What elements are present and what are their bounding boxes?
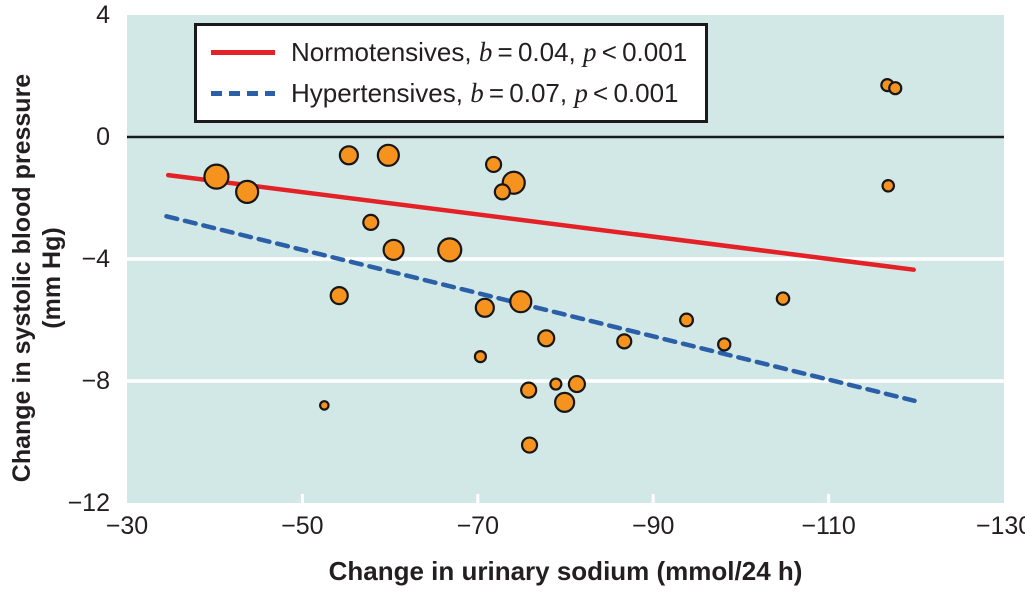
x-tick-mark — [300, 494, 304, 503]
data-point — [881, 179, 896, 193]
data-point — [338, 145, 359, 166]
data-point — [203, 163, 230, 190]
data-point — [537, 329, 556, 348]
y-tick-label: 0 — [96, 123, 110, 151]
data-point — [329, 286, 349, 306]
y-tick-label: −4 — [81, 245, 110, 273]
scatter-chart — [127, 78, 1004, 503]
data-point — [554, 391, 576, 413]
x-tick-label: −50 — [281, 512, 324, 540]
data-point — [493, 183, 511, 201]
data-point — [520, 436, 539, 454]
data-point — [474, 297, 495, 318]
legend-box: Normotensives, b = 0.04, p < 0.001 Hypert… — [194, 23, 708, 123]
data-point — [717, 337, 732, 352]
data-point — [362, 213, 380, 231]
x-tick-mark — [651, 494, 655, 503]
data-point — [437, 237, 463, 263]
y-axis-title-line1: Change in systolic blood pressure — [8, 73, 36, 483]
data-point — [382, 238, 405, 261]
regression-line-hypertensives — [164, 214, 917, 404]
dashed-line-swatch — [211, 91, 275, 96]
y-axis-title: Change in systolic blood pressure (mm Hg… — [7, 28, 69, 528]
data-point — [888, 81, 903, 96]
data-point — [549, 377, 563, 391]
data-point — [616, 333, 633, 350]
x-tick-label: −110 — [801, 512, 856, 540]
data-point — [473, 350, 488, 364]
data-point — [509, 290, 533, 314]
data-point — [376, 143, 400, 167]
legend-entry-normotensives: Normotensives, b = 0.04, p < 0.001 — [211, 35, 705, 71]
legend-entry-label: Hypertensives, b = 0.07, p < 0.001 — [291, 78, 679, 108]
legend-entry-label: Normotensives, b = 0.04, p < 0.001 — [291, 37, 688, 67]
solid-line-swatch — [211, 50, 275, 55]
x-axis-title: Change in urinary sodium (mmol/24 h) — [328, 556, 803, 586]
data-point — [775, 291, 791, 306]
x-tick-label: −70 — [456, 512, 499, 540]
y-tick-label: −12 — [67, 489, 110, 517]
x-tick-label: −90 — [631, 512, 675, 540]
regression-line-normotensives — [165, 172, 916, 272]
x-tick-mark — [476, 494, 480, 503]
x-tick-label: −130 — [975, 512, 1025, 540]
data-point — [679, 312, 695, 328]
data-point — [235, 179, 260, 204]
x-tick-label: −30 — [105, 512, 149, 540]
y-tick-label: 4 — [96, 1, 110, 29]
x-tick-mark — [827, 494, 831, 503]
data-point — [567, 374, 587, 394]
legend-entry-hypertensives: Hypertensives, b = 0.07, p < 0.001 — [211, 76, 705, 112]
y-tick-label: −8 — [81, 367, 110, 395]
data-point — [319, 400, 330, 411]
data-point — [520, 381, 538, 399]
data-point — [484, 155, 503, 174]
y-axis-title-line2: (mm Hg) — [38, 227, 66, 329]
